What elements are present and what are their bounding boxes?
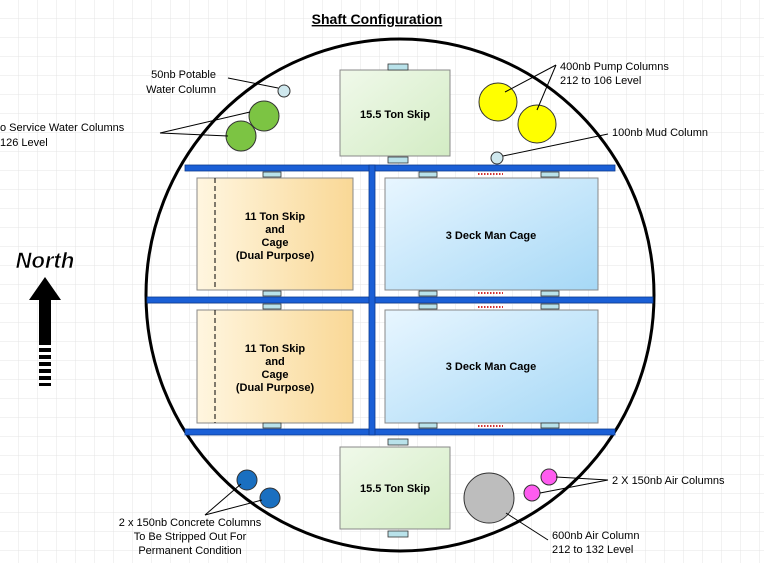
label: 100nb Mud Column	[612, 127, 708, 139]
label: 400nb Pump Columns	[560, 61, 669, 73]
label: Cage	[262, 237, 289, 249]
cage-lower	[384, 309, 599, 424]
label: Permanent Condition	[138, 545, 241, 557]
label: Cage	[262, 369, 289, 381]
label: 600nb Air Column	[552, 530, 639, 542]
skip-bottom	[339, 446, 451, 530]
title: Shaft Configuration	[312, 11, 443, 27]
beams	[146, 164, 654, 436]
label: 50nb Potable	[151, 69, 216, 81]
dual-upper	[196, 177, 354, 291]
skip-top	[339, 69, 451, 157]
label: 212 to 106 Level	[560, 75, 641, 87]
label: and	[265, 356, 285, 368]
label: 11 Ton Skip	[245, 211, 306, 223]
leaders	[159, 64, 609, 541]
label: 11 Ton Skip	[245, 343, 306, 355]
columns	[225, 82, 558, 524]
label: o Service Water Columns	[0, 122, 125, 134]
label: 2 x 150nb Concrete Columns	[119, 517, 262, 529]
label: 15.5 Ton Skip	[360, 483, 430, 495]
shaft-wall	[144, 37, 656, 553]
label: Water Column	[146, 84, 216, 96]
label: To Be Stripped Out For	[134, 531, 247, 543]
label: 212 to 132 Level	[552, 544, 633, 556]
label: 126 Level	[0, 137, 48, 149]
label: and	[265, 224, 285, 236]
label: 3 Deck Man Cage	[446, 230, 536, 242]
rope-guides	[478, 173, 503, 427]
north-arrow	[29, 277, 61, 386]
label: 3 Deck Man Cage	[446, 361, 536, 373]
north-label: North	[16, 248, 75, 273]
label: 2 X 150nb Air Columns	[612, 475, 725, 487]
guides	[262, 63, 560, 538]
compartment-labels: 15.5 Ton Skip 15.5 Ton Skip 3 Deck Man C…	[360, 109, 536, 495]
label: (Dual Purpose)	[236, 250, 315, 262]
cage-upper	[384, 177, 599, 291]
label: (Dual Purpose)	[236, 382, 315, 394]
dual-lower	[196, 309, 354, 424]
label: 15.5 Ton Skip	[360, 109, 430, 121]
